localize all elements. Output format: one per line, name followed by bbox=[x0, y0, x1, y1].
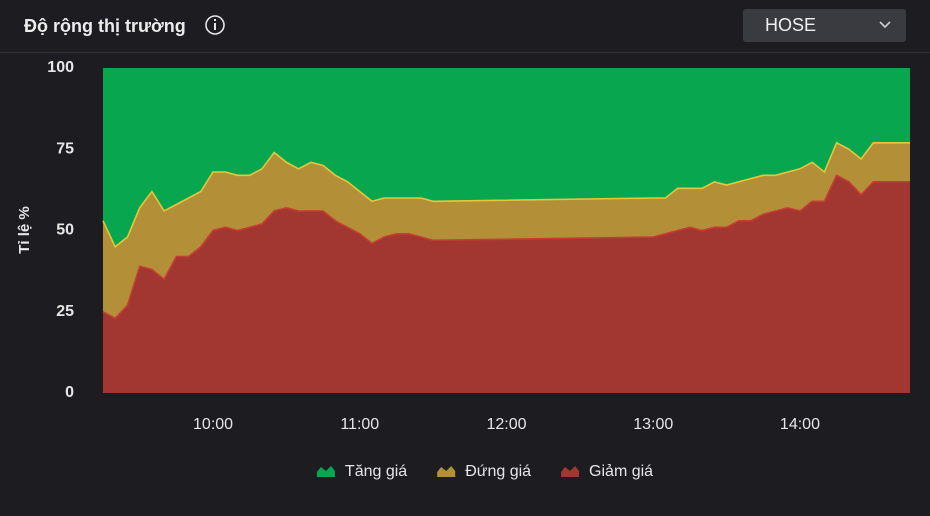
x-tick-label: 14:00 bbox=[780, 416, 820, 433]
legend-item[interactable]: Đứng giá bbox=[437, 463, 531, 480]
y-tick-label: 25 bbox=[56, 303, 74, 320]
area bbox=[103, 68, 910, 247]
y-tick-label: 100 bbox=[47, 59, 74, 76]
dropdown-box bbox=[743, 9, 906, 42]
legend-item[interactable]: Tăng giá bbox=[316, 463, 407, 480]
legend-item[interactable]: Giảm giá bbox=[561, 463, 653, 480]
x-tick-label: 12:00 bbox=[486, 416, 526, 433]
legend-label: Tăng giá bbox=[345, 463, 407, 480]
info-icon[interactable] bbox=[205, 15, 225, 35]
area-edge bbox=[102, 141, 910, 249]
area-edge bbox=[102, 174, 910, 320]
chart-title: Độ rộng thị trường bbox=[24, 16, 186, 36]
legend-label: Đứng giá bbox=[465, 463, 531, 480]
y-tick-label: 75 bbox=[56, 140, 74, 157]
area bbox=[103, 142, 910, 319]
x-tick-label: 11:00 bbox=[340, 416, 379, 433]
legend-label: Giảm giá bbox=[589, 463, 653, 480]
x-tick-label: 13:00 bbox=[633, 416, 673, 433]
y-axis-label: Tỉ lệ % bbox=[16, 206, 33, 254]
info-circle bbox=[205, 15, 225, 35]
dropdown-value: HOSE bbox=[765, 15, 816, 35]
legend: Tăng giá Đứng giá Giảm giá bbox=[316, 463, 653, 480]
dropdown-arrow bbox=[879, 21, 891, 29]
x-tick-label: 10:00 bbox=[193, 416, 233, 433]
info-dot bbox=[214, 19, 216, 21]
legend-marker bbox=[437, 466, 456, 477]
legend-marker bbox=[561, 466, 580, 477]
y-tick-label: 50 bbox=[56, 222, 74, 239]
legend-marker bbox=[316, 466, 335, 477]
market-dropdown[interactable]: HOSE bbox=[743, 9, 906, 42]
y-tick-label: 0 bbox=[65, 384, 74, 401]
info-stem bbox=[214, 23, 216, 30]
